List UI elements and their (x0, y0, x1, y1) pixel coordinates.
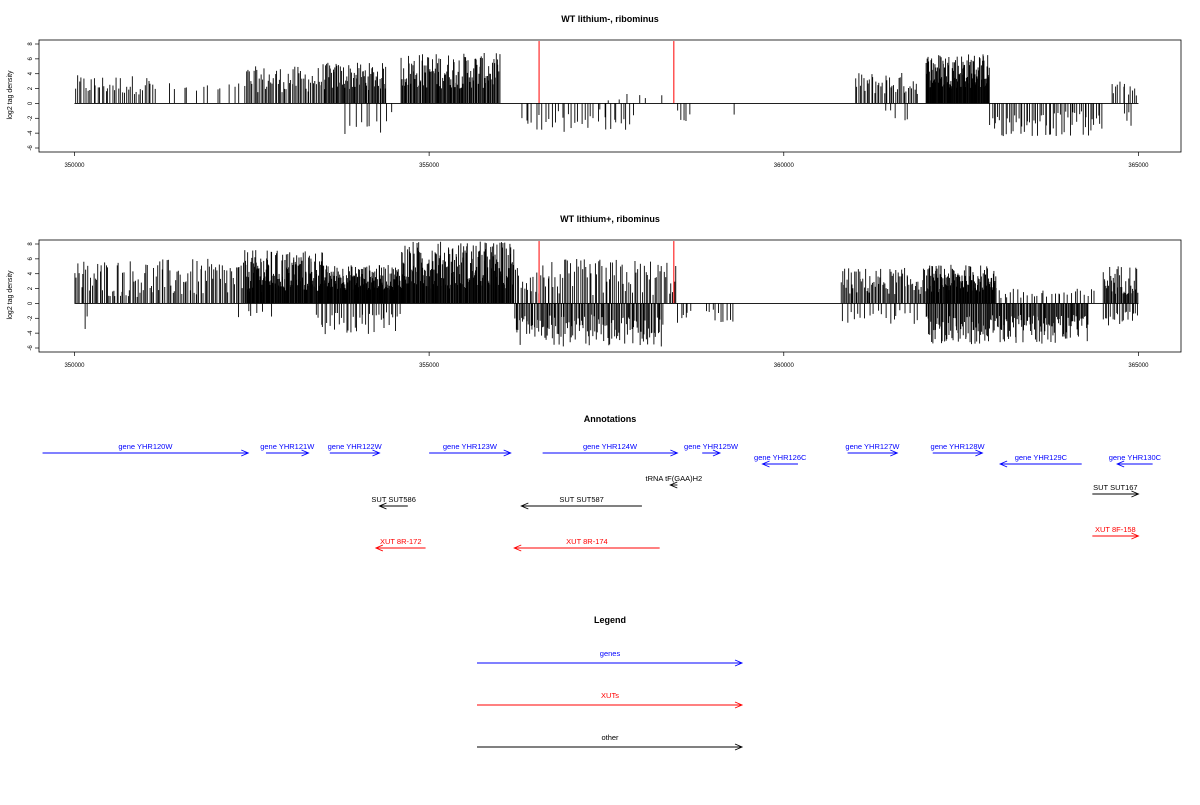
annotation-feature: gene YHR128W (931, 442, 986, 457)
annotation-feature: tRNA tF(GAA)H2 (645, 474, 702, 489)
annotation-feature: gene YHR126C (754, 453, 807, 468)
annotation-label: gene YHR121W (260, 442, 315, 451)
x-tick-label: 365000 (1128, 363, 1149, 369)
plot-frame (38, 239, 1182, 353)
y-tick-label: 2 (28, 286, 34, 290)
y-tick-label: 8 (28, 242, 34, 246)
annotation-feature: gene YHR124W (542, 442, 679, 457)
annotation-label: gene YHR120W (118, 442, 173, 451)
annotation-label: gene YHR123W (443, 442, 498, 451)
annotation-label: XUT 8F-158 (1095, 525, 1136, 534)
annotation-label: SUT SUT167 (1093, 483, 1137, 492)
plot-panel-lithium-minus: WT lithium-, ribominus log2 tag density … (7, 14, 1182, 169)
y-tick-label: 6 (28, 57, 34, 61)
annotation-label: gene YHR128W (931, 442, 986, 451)
plot-title: WT lithium-, ribominus (561, 14, 659, 24)
y-tick-label: 8 (28, 42, 34, 46)
plot-frame (38, 39, 1182, 153)
annotation-label: SUT SUT586 (371, 495, 415, 504)
annotation-items: gene YHR120W gene YHR121W gene YHR122W gene… (42, 442, 1162, 552)
annotation-label: gene YHR122W (328, 442, 383, 451)
x-tick-label: 350000 (64, 163, 85, 169)
annotations-track: Annotations gene YHR120W gene YHR121W gene… (42, 414, 1162, 552)
y-axis-label: log2 tag density (7, 270, 14, 320)
legend-item: other (477, 733, 744, 751)
annotation-label: gene YHR126C (754, 453, 807, 462)
legend-label: other (601, 733, 619, 742)
annotation-feature: SUT SUT587 (520, 495, 642, 510)
annotation-label: tRNA tF(GAA)H2 (645, 474, 702, 483)
x-tick-label: 365000 (1128, 163, 1149, 169)
annotation-label: XUT 8R-174 (566, 537, 608, 546)
x-tick-label: 355000 (419, 163, 440, 169)
annotation-feature: XUT 8R-172 (374, 537, 426, 552)
y-tick-label: -2 (28, 115, 34, 121)
y-tick-label: 4 (28, 271, 34, 275)
annotation-feature: SUT SUT586 (371, 495, 416, 510)
y-tick-label: 2 (28, 86, 34, 90)
x-tick-label: 360000 (774, 163, 795, 169)
highlight-lines (538, 41, 675, 104)
y-axis: -6 -4 -2 0 2 4 6 8 (28, 242, 39, 351)
legend-item: genes (477, 649, 744, 667)
annotation-feature: gene YHR125W (684, 442, 739, 457)
annotation-label: XUT 8R-172 (380, 537, 422, 546)
legend-title: Legend (594, 615, 626, 625)
annotation-feature: gene YHR120W (42, 442, 250, 457)
y-tick-label: -6 (28, 145, 34, 151)
annotation-feature: gene YHR130C (1109, 453, 1162, 468)
annotation-feature: gene YHR127W (845, 442, 900, 457)
x-axis: 350000 355000 360000 365000 (64, 352, 1149, 369)
annotation-feature: XUT 8R-174 (513, 537, 660, 552)
y-tick-label: 6 (28, 257, 34, 261)
annotation-label: gene YHR124W (583, 442, 638, 451)
x-tick-label: 350000 (64, 363, 85, 369)
legend-items: genes XUTs other (477, 649, 744, 751)
annotations-title: Annotations (584, 414, 637, 424)
annotation-feature: SUT SUT167 (1092, 483, 1140, 498)
annotation-label: gene YHR127W (845, 442, 900, 451)
legend: Legend genes XUTs other (477, 615, 744, 751)
legend-label: XUTs (601, 691, 619, 700)
annotation-feature: XUT 8F-158 (1092, 525, 1140, 540)
y-tick-label: 0 (28, 301, 34, 305)
annotation-label: SUT SUT587 (559, 495, 603, 504)
annotation-label: gene YHR130C (1109, 453, 1162, 462)
y-tick-label: 0 (28, 101, 34, 105)
plot-title: WT lithium+, ribominus (560, 214, 660, 224)
y-axis: -6 -4 -2 0 2 4 6 8 (28, 42, 39, 151)
legend-label: genes (600, 649, 621, 658)
y-tick-label: -4 (28, 130, 34, 136)
highlight-lines (538, 241, 675, 304)
annotation-feature: gene YHR129C (998, 453, 1082, 468)
bar-series (74, 241, 1139, 347)
x-tick-label: 355000 (419, 363, 440, 369)
annotation-label: gene YHR125W (684, 442, 739, 451)
bar-series (75, 52, 1137, 137)
annotation-feature: gene YHR122W (328, 442, 383, 457)
annotation-feature: gene YHR123W (429, 442, 512, 457)
plot-panel-lithium-plus: WT lithium+, ribominus log2 tag density … (7, 214, 1182, 369)
x-tick-label: 360000 (774, 363, 795, 369)
x-axis: 350000 355000 360000 365000 (64, 152, 1149, 169)
annotation-label: gene YHR129C (1015, 453, 1068, 462)
y-tick-label: -6 (28, 345, 34, 351)
annotation-feature: gene YHR121W (260, 442, 315, 457)
y-axis-label: log2 tag density (7, 70, 14, 120)
y-tick-label: -2 (28, 315, 34, 321)
legend-item: XUTs (477, 691, 744, 709)
y-tick-label: 4 (28, 71, 34, 75)
y-tick-label: -4 (28, 330, 34, 336)
